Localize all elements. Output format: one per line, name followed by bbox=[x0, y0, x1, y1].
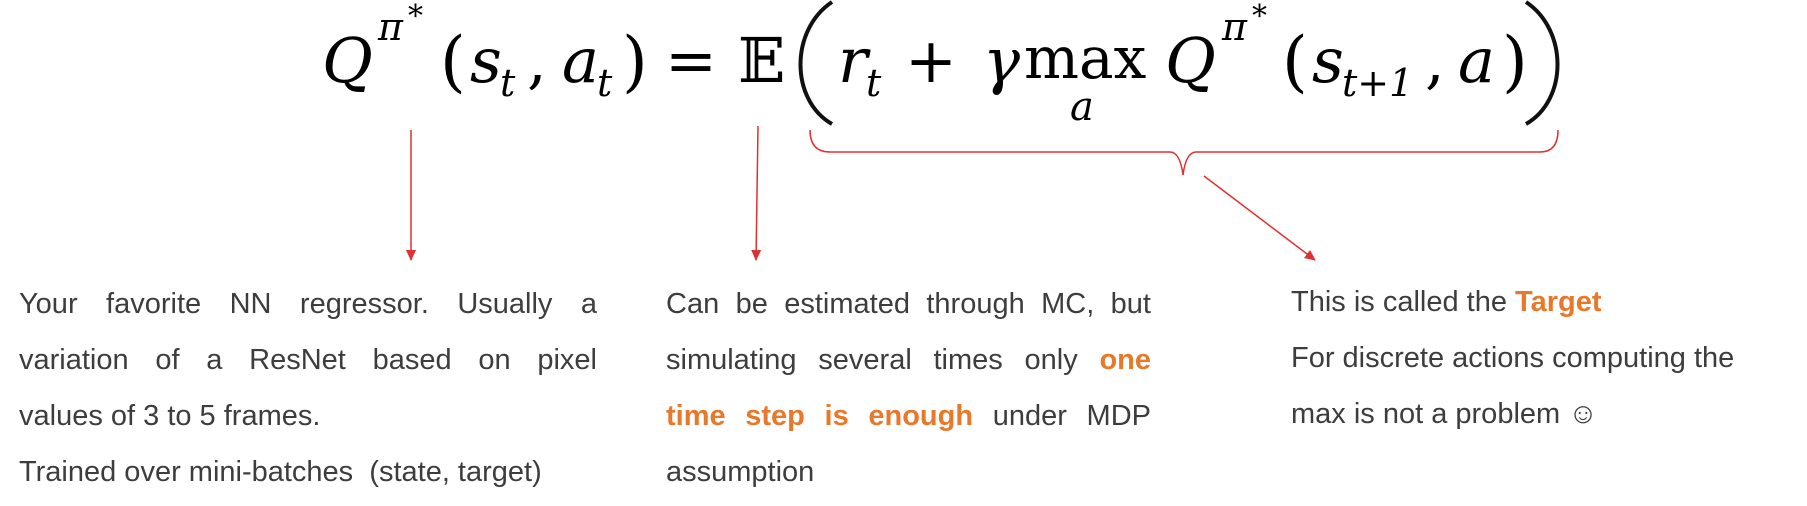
expectation-note-line-3: time step is enough under MDP bbox=[666, 388, 1151, 444]
formula-close-paren-1: ) bbox=[622, 23, 648, 100]
formula-open-paren-1: ( bbox=[440, 23, 466, 100]
expectation-note-line-2: simulating several times only one bbox=[666, 332, 1151, 388]
formula-q-rhs: Q bbox=[1165, 24, 1216, 97]
target-note: This is called the Target For discrete a… bbox=[1291, 274, 1801, 442]
regressor-note-line-4: Trained over mini-batches (state, target… bbox=[19, 456, 542, 488]
formula-sub-t-2: t bbox=[597, 61, 613, 105]
formula-comma-2: , bbox=[1425, 24, 1445, 97]
formula-sub-t-3: t bbox=[866, 61, 882, 105]
formula-q-lhs: Q bbox=[322, 24, 373, 97]
formula-star-lhs: * bbox=[408, 0, 423, 34]
formula-max: max bbox=[1024, 24, 1146, 92]
formula-r: r bbox=[838, 24, 871, 97]
target-note-line-3: max is not a problem ☺ bbox=[1291, 398, 1598, 430]
expectation-note: Can be estimated through MC, but simulat… bbox=[666, 276, 1151, 500]
target-brace bbox=[809, 129, 1559, 176]
expectation-note-line-3-text: under MDP bbox=[973, 400, 1151, 432]
formula-close-paren-2: ) bbox=[1502, 23, 1528, 100]
formula-big-close-paren bbox=[1524, 0, 1560, 126]
formula-pi-lhs: π bbox=[377, 5, 404, 49]
formula-max-sub: a bbox=[1070, 84, 1094, 130]
formula-equals: = bbox=[665, 24, 717, 97]
regressor-note: Your favorite NN regressor. Usually a va… bbox=[19, 276, 597, 500]
target-note-highlight: Target bbox=[1515, 286, 1602, 318]
expectation-note-line-2-text: simulating several times only bbox=[666, 344, 1100, 376]
target-note-line-1-text: This is called the bbox=[1291, 286, 1516, 318]
formula-a-next: a bbox=[1458, 24, 1495, 97]
formula-pi-rhs: π bbox=[1221, 5, 1248, 49]
formula-open-paren-2: ( bbox=[1282, 23, 1308, 100]
formula-sub-t1: t+1 bbox=[1342, 61, 1413, 105]
expectation-note-line-4: assumption bbox=[666, 456, 815, 488]
formula-star-rhs: * bbox=[1252, 0, 1267, 34]
formula-big-open-paren bbox=[798, 0, 834, 126]
formula-s-next: s bbox=[1312, 24, 1344, 97]
expectation-note-highlight-time-step: time step is enough bbox=[666, 400, 974, 432]
arrow-to-expectation-note bbox=[751, 125, 762, 261]
formula-s: s bbox=[470, 24, 502, 97]
target-note-line-2: For discrete actions computing the bbox=[1291, 342, 1735, 374]
regressor-note-line-2: variation of a ResNet based on pixel bbox=[19, 344, 597, 376]
formula-sub-t-1: t bbox=[500, 61, 516, 105]
formula-comma-1: , bbox=[527, 24, 547, 97]
formula-gamma: γ bbox=[983, 24, 1021, 97]
target-note-line-1: This is called the Target bbox=[1291, 274, 1801, 330]
formula-expectation: 𝔼 bbox=[738, 24, 785, 97]
arrow-to-target-note bbox=[1203, 175, 1316, 261]
regressor-note-line-1: Your favorite NN regressor. Usually a bbox=[19, 288, 597, 320]
formula-a: a bbox=[562, 24, 599, 97]
regressor-note-line-3: values of 3 to 5 frames. bbox=[19, 400, 321, 432]
expectation-note-line-1: Can be estimated through MC, but bbox=[666, 288, 1151, 320]
expectation-note-highlight-one: one bbox=[1099, 344, 1151, 376]
formula-plus: + bbox=[905, 24, 957, 97]
q-learning-formula: Q π * ( s t , a t ) = 𝔼 r t + γ max a Q … bbox=[322, 0, 1560, 130]
